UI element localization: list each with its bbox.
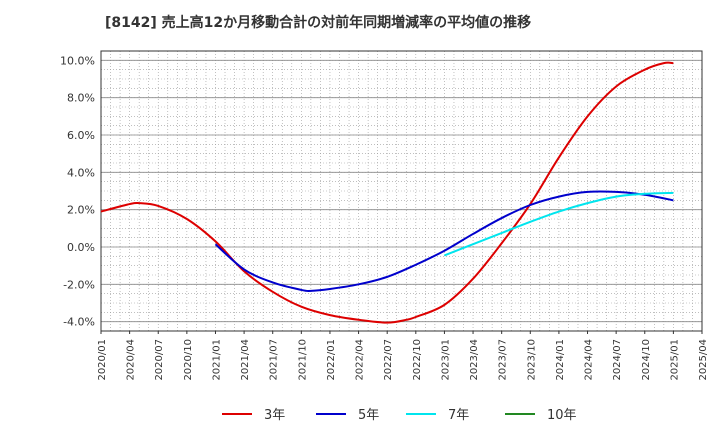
x-tick-label: 2023/04	[469, 339, 480, 381]
legend-label-2: 5年	[358, 408, 379, 423]
series-line-2	[214, 190, 674, 293]
legend-layer: 3年 5年 7年 10年	[222, 408, 577, 423]
x-tick-label: 2023/10	[526, 339, 537, 381]
axes-layer: -4.0% -2.0% 0.0% 2.0% 4.0% 6.0% 8.0% 10.0% 2020/…	[60, 50, 709, 381]
y-tick-label: -2.0%	[63, 278, 95, 291]
y-tick-label: 10.0%	[60, 54, 95, 67]
chart-title: [8142] 売上高12か月移動合計の対前年同期増減率の平均値の推移	[105, 15, 532, 31]
series-line-1	[100, 61, 674, 324]
y-tick-label: 2.0%	[67, 204, 95, 217]
x-tick-label: 2024/01	[555, 339, 566, 381]
legend-label-4: 10年	[547, 408, 577, 423]
x-tick-label: 2022/04	[355, 339, 366, 381]
x-tick-label: 2021/01	[211, 339, 222, 381]
x-tick-label: 2021/04	[240, 339, 251, 381]
x-tick-label: 2021/10	[297, 339, 308, 381]
x-tick-label: 2025/01	[669, 339, 680, 381]
y-tick-label: 0.0%	[67, 241, 95, 254]
x-tick-label: 2023/07	[498, 339, 509, 381]
legend-label-3: 7年	[448, 408, 469, 423]
y-tick-label: 8.0%	[67, 92, 95, 105]
y-tick-label: 4.0%	[67, 166, 95, 179]
x-tick-label: 2020/07	[154, 339, 165, 381]
x-tick-label: 2021/07	[269, 339, 280, 381]
x-tick-label: 2020/01	[97, 339, 108, 381]
series-line-3	[444, 191, 674, 257]
x-tick-label: 2024/04	[584, 339, 595, 381]
x-tick-label: 2024/07	[612, 339, 623, 381]
x-tick-label: 2024/10	[641, 339, 652, 381]
x-tick-label: 2022/01	[326, 339, 337, 381]
legend-label-1: 3年	[264, 408, 285, 423]
x-tick-label: 2025/04	[698, 339, 709, 381]
x-tick-label: 2023/01	[440, 339, 451, 381]
series-layer	[100, 61, 674, 324]
y-tick-label: -4.0%	[63, 316, 95, 329]
x-tick-label: 2022/07	[383, 339, 394, 381]
x-tick-label: 2022/10	[412, 339, 423, 381]
plot-frame	[100, 50, 703, 332]
y-tick-label: 6.0%	[67, 129, 95, 142]
x-tick-label: 2020/04	[126, 339, 137, 381]
x-tick-label: 2020/10	[183, 339, 194, 381]
